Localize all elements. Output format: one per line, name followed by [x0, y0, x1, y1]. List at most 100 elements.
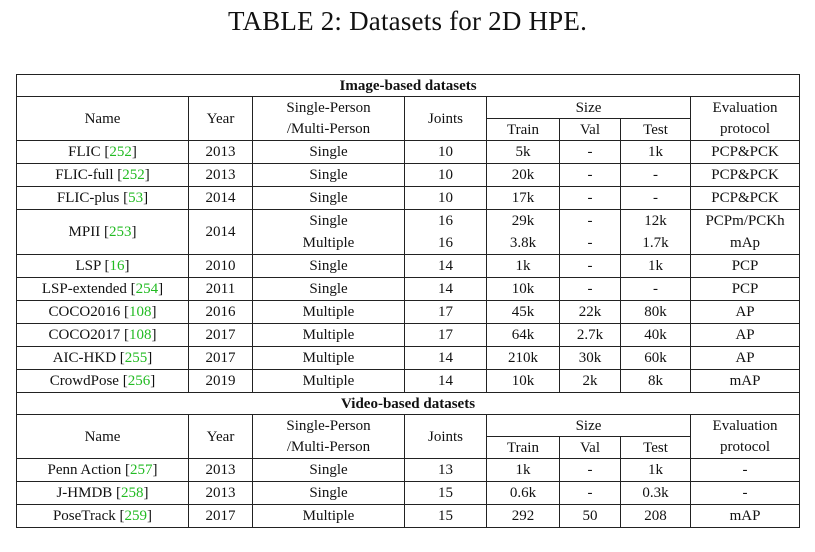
header-eval-line2: protocol	[689, 436, 801, 459]
citation-link[interactable]: 108	[128, 304, 152, 320]
joints-cell: 14	[404, 277, 487, 301]
mode-cell: Single	[252, 186, 405, 210]
year-cell: 2013	[188, 163, 253, 187]
citation-link[interactable]: 256	[127, 373, 151, 389]
citation-link[interactable]: 253	[108, 224, 132, 240]
eval-cell: PCP&PCK	[689, 163, 801, 187]
header-mode-line2: /Multi-Person	[252, 436, 405, 459]
table-row: FLIC-plus [53] 2014 Single 10 17k - - PCP&PCK	[16, 186, 801, 210]
test-cell: 1.7k	[620, 232, 691, 255]
joints-cell: 16	[404, 232, 487, 255]
eval-cell: mAP	[689, 504, 801, 528]
train-cell: 17k	[486, 186, 560, 210]
citation-link[interactable]: 108	[128, 327, 152, 343]
header-joints: Joints	[404, 414, 487, 459]
eval-cell: AP	[689, 300, 801, 324]
dataset-name-cell: FLIC-full [252]	[16, 163, 189, 187]
year-cell: 2014	[188, 209, 253, 255]
header-train: Train	[486, 118, 560, 141]
citation-link[interactable]: 254	[135, 281, 159, 297]
eval-cell: mAp	[689, 232, 801, 255]
citation-link[interactable]: 252	[122, 167, 145, 183]
header-val: Val	[559, 436, 621, 459]
val-cell: -	[559, 209, 621, 232]
year-cell: 2010	[188, 254, 253, 278]
val-cell: -	[559, 481, 621, 505]
test-cell: -	[620, 163, 691, 187]
datasets-table: Image-based datasets Name Year Single-Pe…	[15, 74, 801, 528]
table-row: COCO2016 [108] 2016 Multiple 17 45k 22k 80k AP	[16, 300, 801, 324]
year-cell: 2017	[188, 323, 253, 347]
train-cell: 64k	[486, 323, 560, 347]
citation-link[interactable]: 252	[109, 144, 132, 160]
citation-link[interactable]: 16	[109, 258, 125, 274]
eval-cell: PCP&PCK	[689, 140, 801, 164]
dataset-name: FLIC-plus	[56, 190, 120, 206]
year-cell: 2016	[188, 300, 253, 324]
table-row: FLIC-full [252] 2013 Single 10 20k - - PCP&PCK	[16, 163, 801, 187]
val-cell: 30k	[559, 346, 621, 370]
header-joints: Joints	[404, 96, 487, 141]
train-cell: 5k	[486, 140, 560, 164]
mode-cell: Single	[252, 481, 405, 505]
citation-link[interactable]: 53	[128, 190, 144, 206]
mode-cell: Single	[252, 209, 405, 232]
val-cell: -	[559, 232, 621, 255]
dataset-name-cell: AIC-HKD [255]	[16, 346, 189, 370]
header-test: Test	[620, 436, 691, 459]
header-name: Name	[16, 96, 189, 141]
mode-cell: Multiple	[252, 504, 405, 528]
mode-cell: Single	[252, 458, 405, 482]
dataset-name: J-HMDB	[56, 485, 113, 501]
year-cell: 2011	[188, 277, 253, 301]
train-cell: 20k	[486, 163, 560, 187]
mode-cell: Multiple	[252, 232, 405, 255]
dataset-name-cell: MPII [253]	[16, 209, 189, 255]
table-row: CrowdPose [256] 2019 Multiple 14 10k 2k 8k mAP	[16, 369, 801, 393]
val-cell: -	[559, 186, 621, 210]
table-row: Multiple 16 3.8k -1.7k mAp	[17, 232, 801, 255]
val-cell: -	[559, 458, 621, 482]
citation-link[interactable]: 258	[121, 485, 144, 501]
dataset-name-cell: COCO2017 [108]	[16, 323, 189, 347]
joints-cell: 17	[404, 300, 487, 324]
citation-link[interactable]: 259	[124, 508, 148, 524]
joints-cell: 15	[404, 481, 487, 505]
dataset-name: MPII	[68, 224, 101, 240]
test-cell: 60k	[620, 346, 691, 370]
image-rows: FLIC [252] 2013 Single 10 5k -1k PCP&PCK FLIC-f…	[16, 140, 801, 393]
mode-cell: Single	[252, 277, 405, 301]
eval-cell: PCP	[689, 277, 801, 301]
train-cell: 29k	[486, 209, 560, 232]
test-cell: 1k	[620, 140, 691, 164]
joints-cell: 17	[404, 323, 487, 347]
train-cell: 3.8k	[486, 232, 560, 255]
mode-cell: Single	[252, 140, 405, 164]
train-cell: 0.6k	[486, 481, 560, 505]
header-year: Year	[188, 414, 253, 459]
val-cell: -	[559, 140, 621, 164]
table-row: LSP [16] 2010 Single 14 1k -1k PCP	[16, 254, 801, 278]
dataset-name-cell: FLIC [252]	[16, 140, 189, 164]
dataset-name-cell: LSP [16]	[16, 254, 189, 278]
citation-link[interactable]: 257	[130, 462, 153, 478]
test-cell: 1k	[620, 458, 691, 482]
header-size: Size	[486, 414, 691, 437]
table-row: J-HMDB [258] 2013 Single 15 0.6k -0.3k -	[16, 481, 801, 505]
mode-cell: Multiple	[252, 300, 405, 324]
dataset-name-cell: J-HMDB [258]	[16, 481, 189, 505]
dataset-name: LSP-extended	[41, 281, 127, 297]
joints-cell: 16	[404, 209, 487, 232]
table-row: LSP-extended [254] 2011 Single 14 10k - - PCP	[16, 277, 801, 301]
test-cell: 208	[620, 504, 691, 528]
citation-link[interactable]: 255	[124, 350, 148, 366]
header-row: /Multi-Person Train Val Test protocol	[17, 436, 801, 459]
train-cell: 10k	[486, 369, 560, 393]
test-cell: 80k	[620, 300, 691, 324]
eval-cell: PCPm/PCKh	[689, 209, 801, 232]
header-test: Test	[620, 118, 691, 141]
eval-cell: -	[689, 458, 801, 482]
joints-cell: 14	[404, 346, 487, 370]
eval-cell: mAP	[689, 369, 801, 393]
joints-cell: 14	[404, 369, 487, 393]
